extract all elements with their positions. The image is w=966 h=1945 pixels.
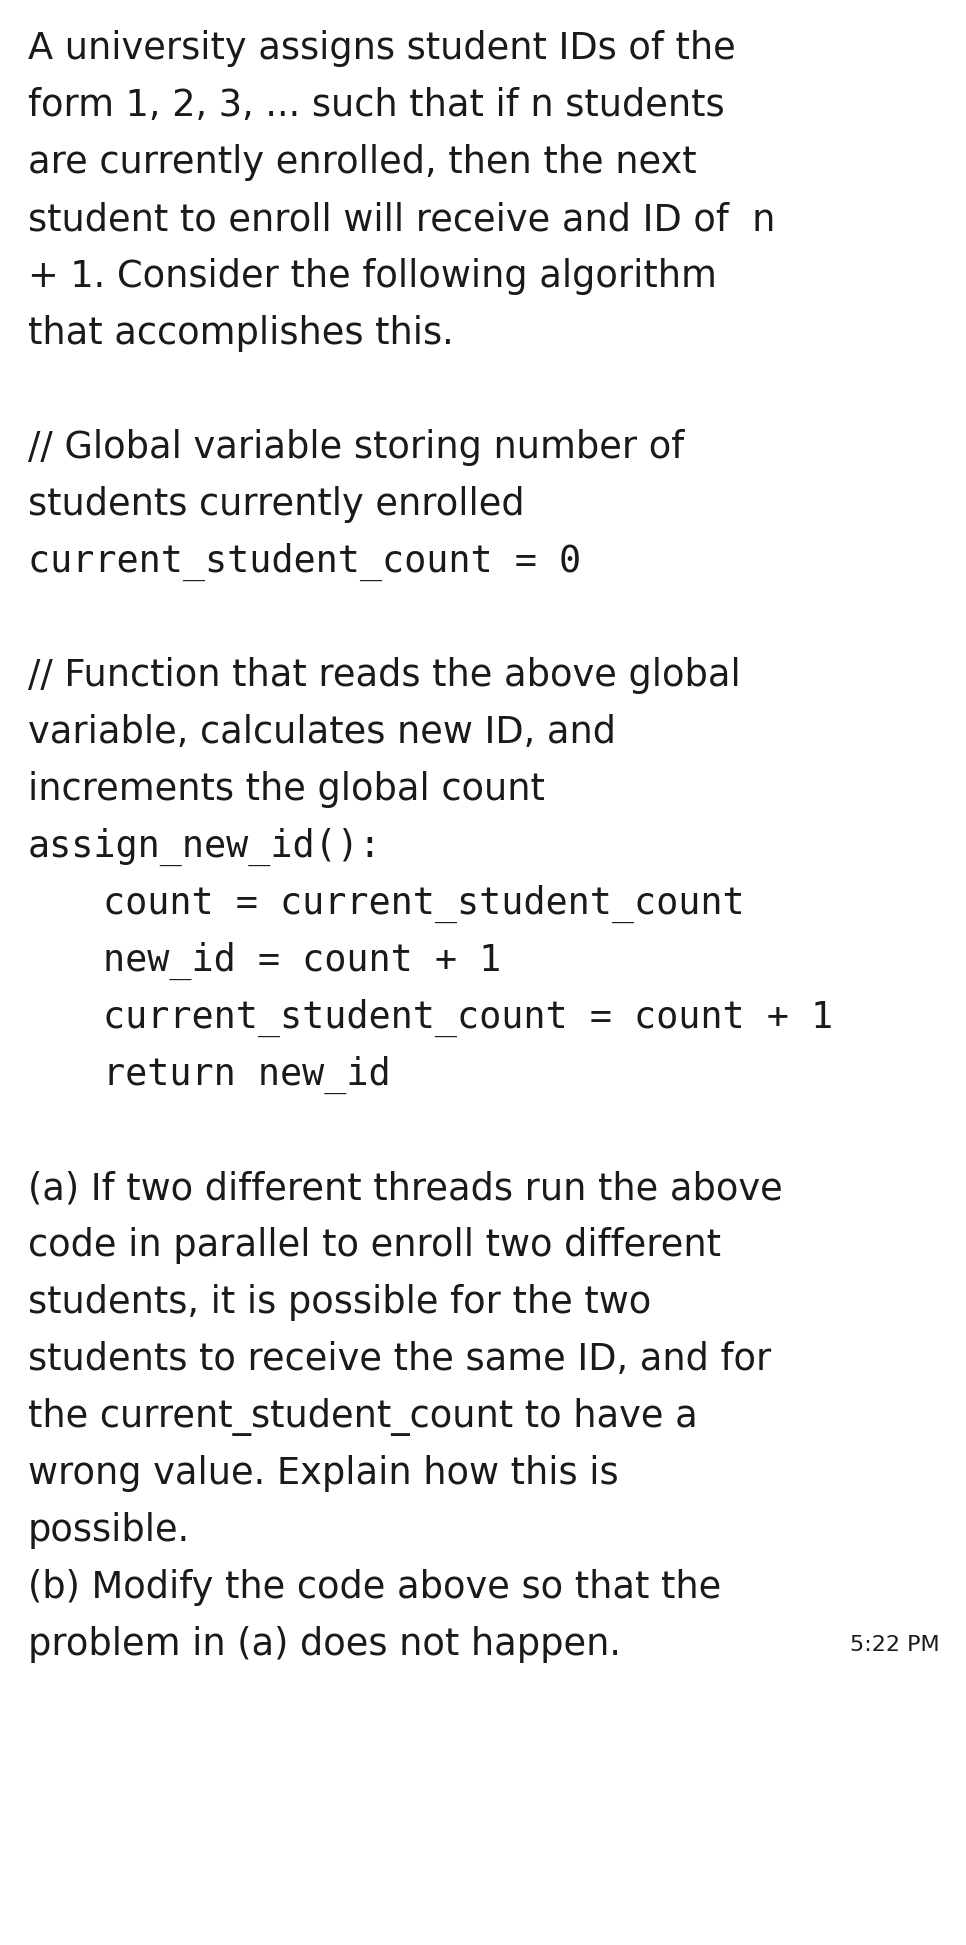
Text: form 1, 2, 3, ... such that if n students: form 1, 2, 3, ... such that if n student… bbox=[28, 88, 724, 124]
Text: students currently enrolled: students currently enrolled bbox=[28, 486, 525, 523]
Text: students, it is possible for the two: students, it is possible for the two bbox=[28, 1284, 651, 1321]
Text: possible.: possible. bbox=[28, 1511, 190, 1548]
Text: wrong value. Explain how this is: wrong value. Explain how this is bbox=[28, 1455, 618, 1492]
Text: are currently enrolled, then the next: are currently enrolled, then the next bbox=[28, 144, 696, 181]
Text: increments the global count: increments the global count bbox=[28, 770, 545, 807]
Text: student to enroll will receive and ID of  n: student to enroll will receive and ID of… bbox=[28, 200, 776, 237]
Text: return new_id: return new_id bbox=[103, 1056, 390, 1095]
Text: code in parallel to enroll two different: code in parallel to enroll two different bbox=[28, 1227, 721, 1264]
Text: the current_student_count to have a: the current_student_count to have a bbox=[28, 1398, 697, 1435]
Text: that accomplishes this.: that accomplishes this. bbox=[28, 315, 454, 352]
Text: + 1. Consider the following algorithm: + 1. Consider the following algorithm bbox=[28, 259, 717, 296]
Text: students to receive the same ID, and for: students to receive the same ID, and for bbox=[28, 1340, 771, 1377]
Text: // Global variable storing number of: // Global variable storing number of bbox=[28, 430, 684, 467]
Text: current_student_count = 0: current_student_count = 0 bbox=[28, 543, 582, 582]
Text: problem in (a) does not happen.: problem in (a) does not happen. bbox=[28, 1626, 621, 1663]
Text: new_id = count + 1: new_id = count + 1 bbox=[103, 941, 501, 980]
Text: (b) Modify the code above so that the: (b) Modify the code above so that the bbox=[28, 1570, 722, 1607]
Text: current_student_count = count + 1: current_student_count = count + 1 bbox=[103, 1000, 833, 1037]
Text: // Function that reads the above global: // Function that reads the above global bbox=[28, 657, 741, 694]
Text: 5:22 PM: 5:22 PM bbox=[850, 1634, 940, 1655]
Text: A university assigns student IDs of the: A university assigns student IDs of the bbox=[28, 29, 736, 66]
Text: variable, calculates new ID, and: variable, calculates new ID, and bbox=[28, 714, 616, 751]
Text: (a) If two different threads run the above: (a) If two different threads run the abo… bbox=[28, 1171, 782, 1208]
Text: count = current_student_count: count = current_student_count bbox=[103, 885, 745, 924]
Text: assign_new_id():: assign_new_id(): bbox=[28, 829, 382, 866]
